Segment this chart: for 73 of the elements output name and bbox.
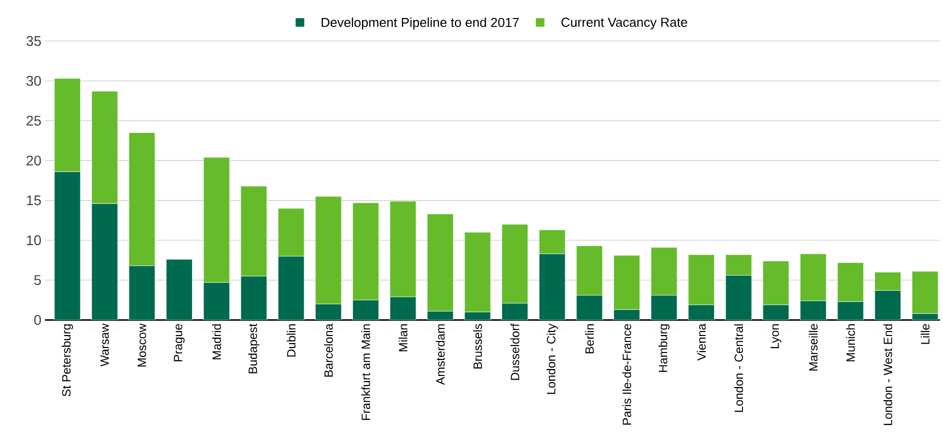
bar	[464, 232, 491, 312]
y-tick-label: 30	[26, 76, 41, 86]
x-tick-label: Frankfurt am Main	[361, 324, 370, 420]
bar	[614, 255, 640, 310]
x-tick-label: Lille	[920, 324, 930, 344]
bar	[54, 172, 81, 320]
bar	[278, 256, 304, 320]
legend-label: Development Pipeline to end 2017	[322, 18, 519, 30]
bar	[502, 224, 528, 304]
x-tick-label: Madrid	[212, 324, 221, 360]
bar	[837, 301, 864, 320]
x-tick-label: Paris Ile-de-France	[622, 324, 632, 425]
bar	[688, 304, 715, 320]
x-tick-label: Lyon	[770, 324, 782, 348]
y-tick-label: 5	[34, 275, 41, 286]
bar	[725, 254, 752, 276]
bar	[203, 282, 230, 320]
bar	[240, 276, 268, 320]
y-tick-label: 25	[26, 116, 41, 126]
bar	[650, 247, 678, 296]
bar	[315, 196, 342, 304]
bar	[762, 260, 790, 306]
bar	[800, 254, 826, 302]
bar	[614, 310, 640, 320]
bar	[427, 214, 454, 312]
x-tick-label: Warsaw	[100, 324, 109, 366]
bar	[762, 304, 790, 320]
bar	[576, 246, 603, 296]
x-tick-label: Marseille	[808, 324, 818, 371]
y-tick-label: 10	[26, 235, 41, 246]
bar	[874, 272, 901, 291]
legend-label: Current Vacancy Rate	[561, 18, 688, 30]
y-tick-label: 20	[26, 156, 41, 166]
x-tick-label: Munich	[846, 324, 855, 362]
x-tick-label: Prague	[174, 324, 185, 362]
x-tick-label: London - City	[546, 324, 558, 394]
x-tick-label: Milan	[398, 324, 408, 352]
bar	[502, 303, 528, 320]
x-tick-label: Barcelona	[324, 324, 333, 377]
bar	[538, 254, 566, 320]
bar	[538, 230, 566, 254]
bar	[874, 290, 901, 320]
y-tick-label: 15	[26, 196, 41, 206]
bar	[688, 254, 715, 306]
x-tick-label: Vienna	[696, 324, 706, 361]
bar	[91, 203, 118, 320]
bar	[837, 262, 864, 302]
bar	[166, 259, 192, 320]
bar	[240, 186, 268, 276]
x-tick-label: London - Central	[734, 324, 744, 412]
bar	[576, 295, 603, 320]
bar	[725, 275, 752, 320]
bar	[800, 300, 826, 320]
x-tick-label: Dublin	[286, 324, 296, 357]
x-tick-label: Brussels	[473, 324, 482, 369]
bar	[352, 202, 379, 300]
x-tick-label: Moscow	[138, 324, 146, 367]
bar	[390, 296, 416, 320]
bar	[128, 266, 156, 320]
bar	[315, 304, 342, 320]
x-tick-label: Amsterdam	[436, 324, 445, 385]
x-tick-label: Hamburg	[658, 324, 670, 372]
x-tick-label: Budapest	[248, 324, 260, 374]
x-tick-label: St Petersburg	[62, 324, 73, 396]
x-tick-label: London - West End	[883, 324, 892, 426]
bar	[650, 295, 678, 320]
x-tick-label: Dusseldorf	[510, 324, 520, 380]
y-tick-label: 0	[34, 315, 41, 325]
bar	[352, 300, 379, 320]
y-tick-label: 35	[26, 36, 41, 46]
x-tick-label: Berlin	[585, 324, 594, 354]
bar	[390, 201, 416, 298]
bar	[278, 208, 304, 256]
